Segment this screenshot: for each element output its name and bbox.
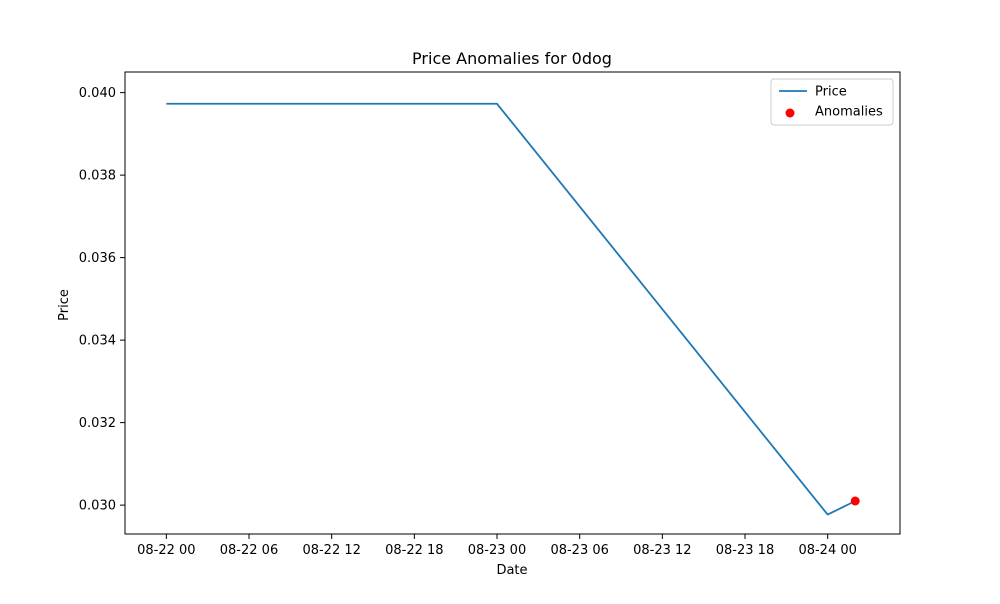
y-axis-label: Price (57, 289, 72, 321)
x-tick-label: 08-23 12 (633, 543, 691, 558)
price-line (166, 102, 856, 516)
y-tick-label: 0.032 (79, 416, 116, 431)
x-tick-label: 08-24 00 (798, 543, 856, 558)
x-tick-label: 08-23 00 (468, 543, 526, 558)
legend-label: Price (815, 85, 847, 100)
x-tick-label: 08-22 12 (302, 543, 360, 558)
x-tick-label: 08-22 18 (385, 543, 443, 558)
x-tick-label: 08-23 18 (716, 543, 774, 558)
legend-label: Anomalies (815, 105, 883, 120)
legend: Price Anomalies (770, 78, 894, 126)
anomaly-point (850, 496, 860, 506)
x-tick-label: 08-22 06 (220, 543, 278, 558)
chart-title: Price Anomalies for 0dog (412, 49, 612, 68)
y-tick-label: 0.036 (79, 251, 116, 266)
y-tick-label: 0.034 (79, 334, 116, 349)
y-tick-label: 0.030 (79, 499, 116, 514)
x-axis-label: Date (496, 563, 527, 578)
x-tick-label: 08-22 00 (137, 543, 195, 558)
x-tick-label: 08-23 06 (550, 543, 608, 558)
y-tick-label: 0.040 (79, 86, 116, 101)
plot-frame (124, 71, 901, 535)
plot-area: 08-22 00 08-22 06 08-22 12 08-22 18 08-23 00… (79, 86, 860, 558)
legend-marker-swatch (785, 108, 795, 118)
y-tick-label: 0.038 (79, 169, 116, 184)
